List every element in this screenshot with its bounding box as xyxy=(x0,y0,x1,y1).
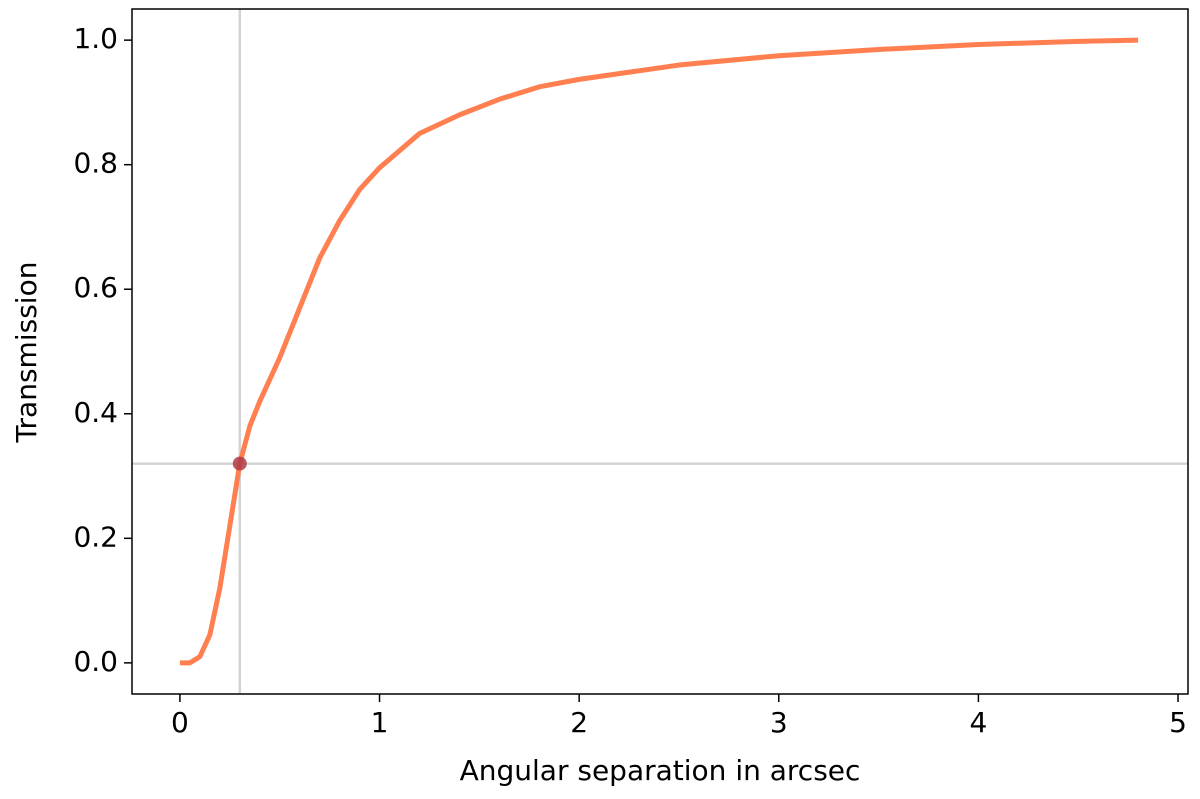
x-tick-label: 5 xyxy=(1169,706,1187,739)
y-axis-label: Transmission xyxy=(10,262,43,444)
y-tick-label: 0.2 xyxy=(73,520,118,553)
plot-frame xyxy=(131,8,1189,695)
x-tick-label: 1 xyxy=(371,706,389,739)
x-tick-label: 2 xyxy=(570,706,588,739)
line-series xyxy=(179,37,1139,666)
y-tick-label: 0.8 xyxy=(73,147,118,180)
y-tick-label: 1.0 xyxy=(73,22,118,55)
x-tick-label: 4 xyxy=(969,706,987,739)
y-tick-label: 0.4 xyxy=(73,396,118,429)
x-tick-label: 3 xyxy=(770,706,788,739)
x-tick-label: 0 xyxy=(171,706,189,739)
marker-point xyxy=(232,456,247,471)
x-axis-label: Angular separation in arcsec xyxy=(460,754,861,787)
y-tick-label: 0.6 xyxy=(73,271,118,304)
y-tick-label: 0.0 xyxy=(73,645,118,678)
